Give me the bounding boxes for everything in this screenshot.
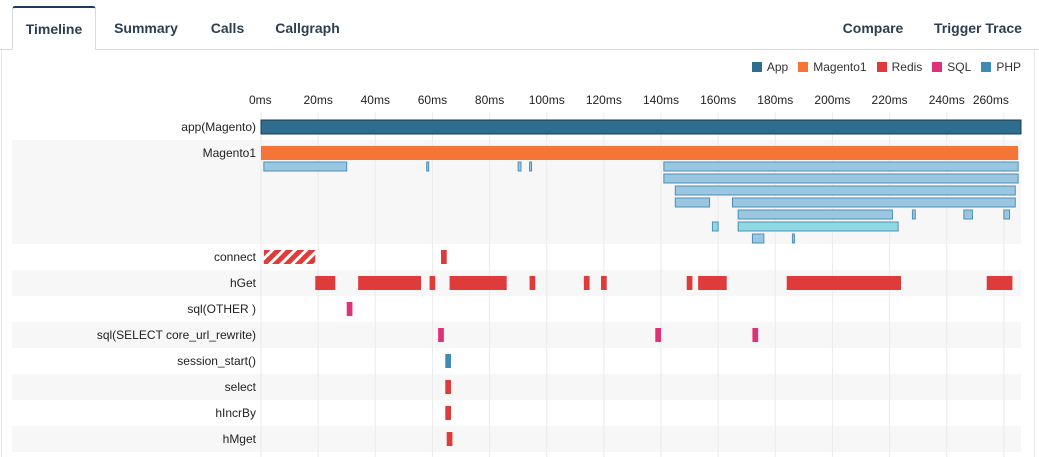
tick-label: 120ms — [586, 93, 622, 107]
row-background — [12, 426, 1021, 452]
tab-divider — [0, 49, 1039, 50]
row-label: sql(OTHER ) — [187, 302, 256, 316]
tab-timeline[interactable]: Timeline — [12, 6, 96, 50]
legend-label: Redis — [891, 60, 923, 74]
legend-item-app: App — [751, 60, 789, 74]
tick-label: 100ms — [529, 93, 565, 107]
tab-bar: Timeline Summary Calls Callgraph Compare… — [0, 0, 1039, 50]
span-bar — [655, 328, 661, 342]
span-bar — [529, 276, 536, 290]
span-bar — [686, 276, 693, 290]
span-bar — [601, 276, 607, 290]
legend-label: Magento1 — [813, 60, 867, 74]
legend-swatch — [876, 62, 887, 72]
legend-item-sql: SQL — [932, 60, 971, 74]
span-bar — [445, 406, 451, 420]
span-bar — [263, 250, 316, 264]
child-span-bar — [426, 161, 430, 172]
trigger-trace-button[interactable]: Trigger Trace — [934, 20, 1022, 36]
row-label: sql(SELECT core_url_rewrite) — [97, 328, 256, 342]
tick-label: 140ms — [643, 93, 679, 107]
span-bar — [429, 276, 436, 290]
tick-label: 160ms — [700, 93, 736, 107]
row-label: connect — [214, 250, 257, 264]
tab-summary[interactable]: Summary — [114, 20, 178, 36]
child-span-bar — [711, 221, 719, 232]
child-span-bar — [751, 233, 765, 244]
span-bar — [698, 276, 727, 290]
tick-label: 240ms — [929, 93, 965, 107]
tick-label: 200ms — [814, 93, 850, 107]
child-span-bar — [911, 209, 916, 220]
legend-swatch — [751, 62, 762, 72]
row-background — [12, 322, 1021, 348]
timeline-panel — [1, 50, 1035, 457]
row-label: app(Magento) — [181, 120, 256, 134]
tick-label: 60ms — [418, 93, 447, 107]
child-span-bar — [737, 221, 899, 232]
span-bar — [438, 328, 444, 342]
legend-item-php: PHP — [981, 60, 1021, 74]
child-span-bar — [1003, 209, 1011, 220]
child-span-bar — [674, 197, 711, 208]
tick-label: 260ms — [973, 93, 1009, 107]
legend-item-magento1: Magento1 — [798, 60, 867, 74]
span-bar — [445, 380, 451, 394]
span-bar — [346, 302, 353, 316]
tick-label: 180ms — [757, 93, 793, 107]
span-bar — [261, 146, 1019, 160]
tick-label: 220ms — [872, 93, 908, 107]
span-bar — [786, 276, 901, 290]
row-label: hIncrBy — [215, 406, 256, 420]
span-bar — [583, 276, 590, 290]
span-bar — [445, 354, 451, 368]
tab-calls[interactable]: Calls — [210, 20, 245, 36]
legend-swatch — [798, 62, 809, 72]
span-bar — [358, 276, 421, 290]
tick-label: 0ms — [249, 93, 272, 107]
child-span-bar — [737, 209, 893, 220]
child-span-bar — [663, 161, 1019, 172]
legend-item-redis: Redis — [876, 60, 923, 74]
span-bar — [441, 250, 447, 264]
legend-label: SQL — [947, 60, 972, 74]
span-bar — [986, 276, 1013, 290]
child-span-bar — [263, 161, 348, 172]
child-span-bar — [791, 233, 795, 244]
row-label: select — [225, 380, 257, 394]
child-span-bar — [529, 161, 533, 172]
compare-button[interactable]: Compare — [842, 20, 904, 36]
row-background — [12, 374, 1021, 400]
row-label: session_start() — [177, 354, 256, 368]
span-bar — [449, 276, 507, 290]
row-label: hGet — [230, 276, 257, 290]
span-bar — [260, 119, 1022, 135]
tick-label: 40ms — [361, 93, 390, 107]
row-label: hMget — [223, 432, 257, 446]
child-span-bar — [674, 185, 1016, 196]
tick-label: 20ms — [303, 93, 332, 107]
tab-callgraph[interactable]: Callgraph — [275, 20, 340, 36]
span-bar — [315, 276, 336, 290]
tick-label: 80ms — [475, 93, 504, 107]
child-span-bar — [731, 197, 1016, 208]
span-bar — [752, 328, 759, 342]
legend-label: PHP — [996, 60, 1021, 74]
child-span-bar — [517, 161, 522, 172]
legend-swatch — [981, 62, 992, 72]
legend-swatch — [932, 62, 943, 72]
legend-label: App — [766, 60, 789, 74]
child-span-bar — [963, 209, 973, 220]
row-label: Magento1 — [203, 146, 257, 160]
span-bar — [446, 432, 453, 446]
legend: App Magento1 Redis SQL PHP — [751, 60, 1021, 74]
child-span-bar — [663, 173, 1019, 184]
